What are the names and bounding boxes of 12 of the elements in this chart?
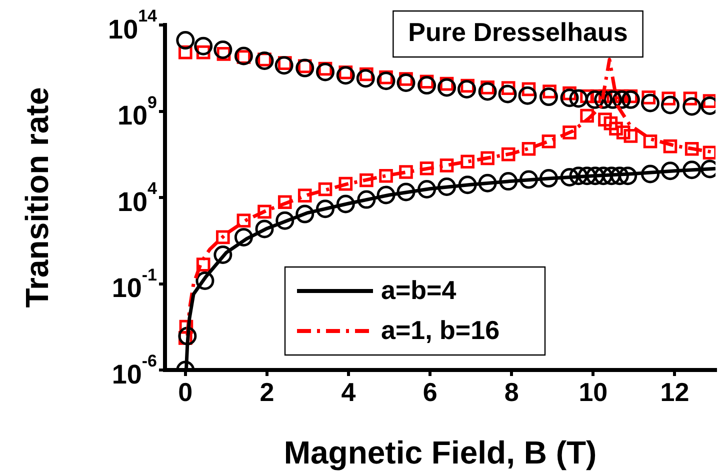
- x-tick-label: 12: [660, 376, 690, 407]
- x-tick-label: 0: [178, 376, 193, 407]
- legend-label: a=1, b=16: [381, 315, 500, 346]
- x-tick-label: 8: [504, 376, 519, 407]
- annotation: Pure Dresselhaus: [408, 17, 628, 48]
- x-axis-title: Magnetic Field, B (T): [284, 434, 597, 471]
- x-tick-label: 10: [578, 376, 608, 407]
- y-axis-title: Transition rate: [19, 87, 56, 308]
- x-tick-label: 6: [422, 376, 438, 407]
- x-tick-label: 4: [341, 376, 356, 407]
- legend-label: a=b=4: [381, 275, 457, 306]
- x-tick-label: 2: [260, 376, 274, 407]
